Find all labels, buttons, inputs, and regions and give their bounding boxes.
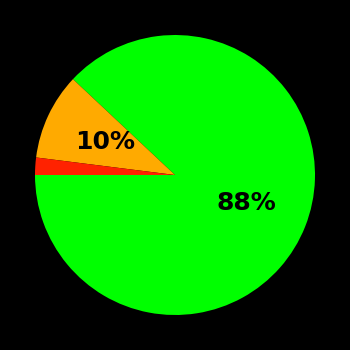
Wedge shape xyxy=(36,79,175,175)
Wedge shape xyxy=(35,35,315,315)
Text: 88%: 88% xyxy=(217,191,276,215)
Wedge shape xyxy=(35,158,175,175)
Text: 10%: 10% xyxy=(75,130,135,154)
